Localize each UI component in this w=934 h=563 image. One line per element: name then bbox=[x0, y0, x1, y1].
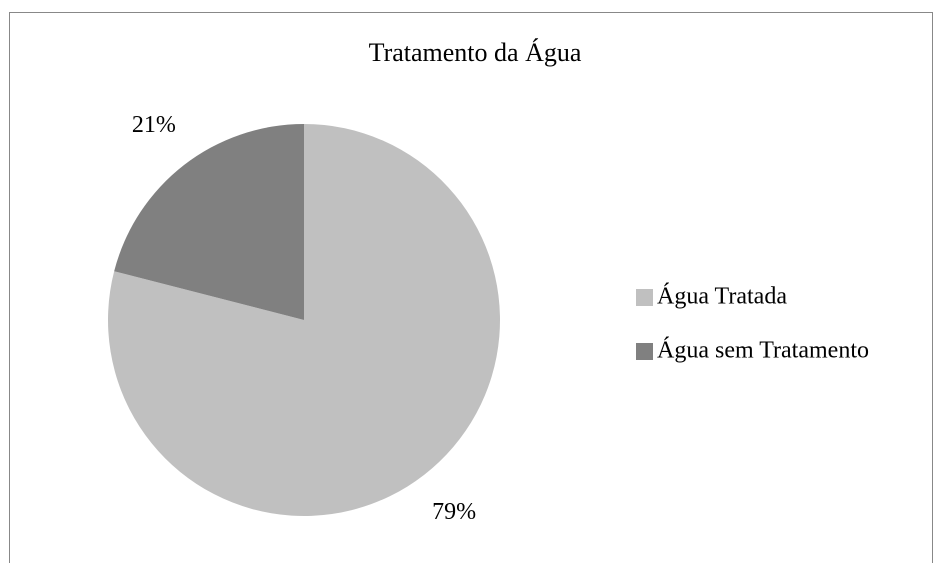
data-label: 21% bbox=[132, 112, 176, 138]
legend-swatch bbox=[636, 343, 653, 360]
data-label: 79% bbox=[432, 499, 476, 525]
chart-title: Tratamento da Água bbox=[369, 38, 582, 67]
legend-swatch bbox=[636, 289, 653, 306]
legend-label: Água sem Tratamento bbox=[657, 338, 869, 364]
pie-slice bbox=[114, 124, 304, 320]
legend-label: Água Tratada bbox=[657, 284, 787, 310]
